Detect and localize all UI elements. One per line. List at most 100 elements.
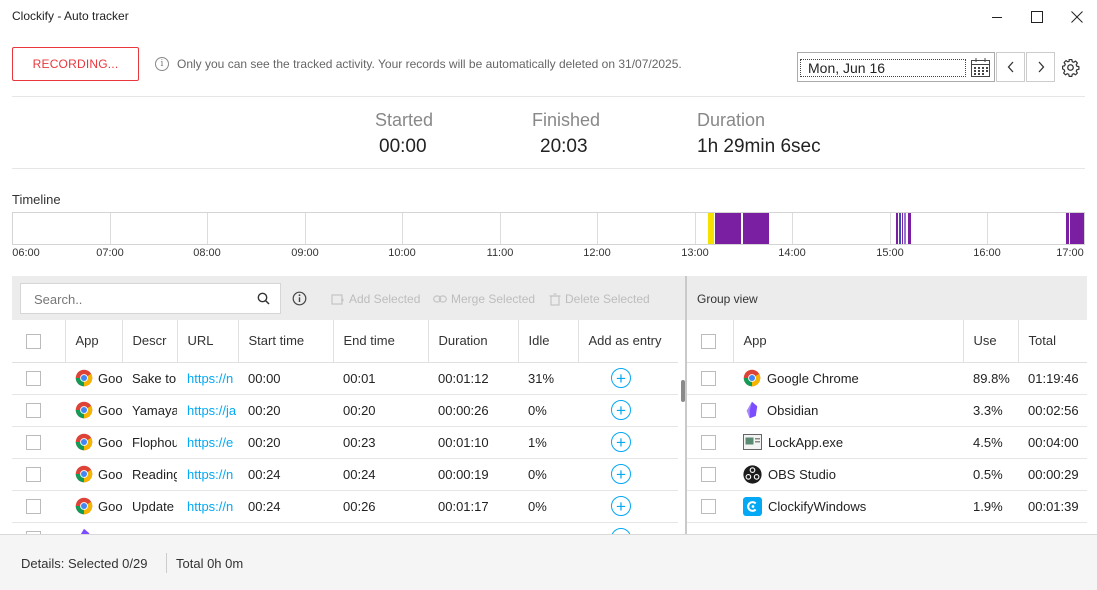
timeline-bar[interactable] xyxy=(12,212,1085,245)
settings-gear-icon[interactable] xyxy=(1061,58,1080,77)
timeline-activity-segment[interactable] xyxy=(1066,213,1069,244)
row-checkbox[interactable] xyxy=(26,499,41,515)
privacy-notice-text: Only you can see the tracked activity. Y… xyxy=(177,57,682,71)
timeline-activity-segment[interactable] xyxy=(908,213,911,244)
timeline-tick: 06:00 xyxy=(12,247,40,259)
timeline-activity-segment[interactable] xyxy=(1070,213,1084,244)
group-row-checkbox[interactable] xyxy=(701,435,716,451)
group-total: 00:02:56 xyxy=(1018,394,1087,427)
group-col-app[interactable]: App xyxy=(733,320,964,363)
group-row[interactable]: OBS Studio 0.5% 00:00:29 xyxy=(687,458,1087,491)
row-checkbox[interactable] xyxy=(26,371,41,387)
group-col-total[interactable]: Total xyxy=(1018,320,1087,363)
group-view-table: App Use Total Google Chrome 89.8% 01:19:… xyxy=(687,320,1087,534)
group-row[interactable]: LockApp.exe 4.5% 00:04:00 xyxy=(687,426,1087,459)
col-duration[interactable]: Duration xyxy=(428,320,519,363)
timeline-tick: 07:00 xyxy=(96,247,124,259)
group-row-checkbox[interactable] xyxy=(701,467,716,483)
row-url[interactable]: https://n xyxy=(177,490,238,523)
merge-selected-label: Merge Selected xyxy=(451,292,536,306)
row-checkbox[interactable] xyxy=(26,435,41,451)
group-use: 3.3% xyxy=(963,394,1018,427)
table-row-partial[interactable]: + xyxy=(12,522,678,534)
row-url[interactable]: https://ja xyxy=(177,394,238,427)
add-entry-plus-icon[interactable]: + xyxy=(611,496,631,516)
row-url[interactable]: https://n xyxy=(177,362,238,395)
date-picker[interactable]: Mon, Jun 16 xyxy=(797,52,995,82)
group-row-checkbox[interactable] xyxy=(701,403,716,419)
trash-icon xyxy=(549,292,561,306)
recording-button[interactable]: RECORDING... xyxy=(12,47,139,81)
clockify-icon xyxy=(743,496,762,516)
table-row[interactable]: Goog Yamaya https://ja 00:20 00:20 00:00… xyxy=(12,394,678,427)
timeline-tick: 17:00 xyxy=(1056,247,1084,259)
finished-stat: Finished 20:03 xyxy=(532,110,600,158)
row-checkbox[interactable] xyxy=(26,403,41,419)
obsidian-icon xyxy=(80,528,90,534)
row-end-time: 00:01 xyxy=(333,362,428,395)
group-total: 00:00:29 xyxy=(1018,458,1087,491)
timeline-activity-segment[interactable] xyxy=(899,213,901,244)
search-input[interactable]: Search.. xyxy=(20,283,281,314)
timeline-activity-segment[interactable] xyxy=(708,213,714,244)
col-add-as-entry: Add as entry xyxy=(578,320,678,363)
timeline-activity-segment[interactable] xyxy=(902,213,903,244)
col-app[interactable]: App xyxy=(65,320,123,363)
add-selected-button[interactable]: Add Selected xyxy=(331,292,420,306)
table-row[interactable]: Goog Flophou https://e 00:20 00:23 00:01… xyxy=(12,426,678,459)
row-url[interactable]: https://e xyxy=(177,426,238,459)
calendar-icon[interactable] xyxy=(970,57,991,78)
minimize-button[interactable] xyxy=(977,0,1017,34)
group-row[interactable]: Google Chrome 89.8% 01:19:46 xyxy=(687,362,1087,395)
chrome-icon xyxy=(75,401,93,419)
row-checkbox[interactable] xyxy=(26,467,41,483)
timeline-activity-segment[interactable] xyxy=(743,213,769,244)
date-value[interactable]: Mon, Jun 16 xyxy=(800,59,966,77)
panel-splitter[interactable] xyxy=(685,276,687,534)
group-row[interactable]: Obsidian 3.3% 00:02:56 xyxy=(687,394,1087,427)
timeline-tick: 13:00 xyxy=(681,247,709,259)
group-total: 00:04:00 xyxy=(1018,426,1087,459)
group-row-checkbox[interactable] xyxy=(701,371,716,387)
search-icon[interactable] xyxy=(257,292,270,305)
table-row[interactable]: Goog Update https://n 00:24 00:26 00:01:… xyxy=(12,490,678,523)
add-entry-plus-icon[interactable]: + xyxy=(611,368,631,388)
add-entry-plus-icon[interactable]: + xyxy=(611,464,631,484)
info-icon[interactable] xyxy=(292,291,307,306)
col-description[interactable]: Descr xyxy=(122,320,178,363)
select-all-checkbox[interactable] xyxy=(26,333,41,349)
table-row[interactable]: Goog Reading https://n 00:24 00:24 00:00… xyxy=(12,458,678,491)
timeline-activity-segment[interactable] xyxy=(896,213,898,244)
col-end-time[interactable]: End time xyxy=(333,320,429,363)
link-icon xyxy=(433,295,447,303)
group-col-use[interactable]: Use xyxy=(963,320,1019,363)
row-description: Update xyxy=(122,490,177,523)
row-app: Goog xyxy=(98,370,122,386)
col-start-time[interactable]: Start time xyxy=(238,320,334,363)
close-button[interactable] xyxy=(1057,0,1097,34)
timeline-label: Timeline xyxy=(12,192,61,207)
timeline-activity-segment[interactable] xyxy=(904,213,906,244)
add-entry-plus-icon[interactable]: + xyxy=(611,400,631,420)
divider xyxy=(12,168,1085,169)
add-entry-plus-icon[interactable]: + xyxy=(611,432,631,452)
maximize-button[interactable] xyxy=(1017,0,1057,34)
activity-scrollbar-thumb[interactable] xyxy=(681,380,685,402)
delete-selected-button[interactable]: Delete Selected xyxy=(549,292,650,306)
group-row[interactable]: ClockifyWindows 1.9% 00:01:39 xyxy=(687,490,1087,523)
col-idle[interactable]: Idle xyxy=(518,320,579,363)
row-description: Sake to xyxy=(122,362,177,395)
group-select-all-checkbox[interactable] xyxy=(701,333,716,349)
row-checkbox[interactable] xyxy=(26,531,41,534)
row-url[interactable]: https://n xyxy=(177,458,238,491)
started-stat: Started 00:00 xyxy=(375,110,433,158)
row-duration: 00:00:26 xyxy=(428,394,518,427)
col-url[interactable]: URL xyxy=(177,320,239,363)
merge-selected-button[interactable]: Merge Selected xyxy=(433,292,535,306)
timeline-activity-segment[interactable] xyxy=(715,213,741,244)
table-row[interactable]: Goog Sake to https://n 00:00 00:01 00:01… xyxy=(12,362,678,395)
row-app: Goog xyxy=(98,466,122,482)
group-row-checkbox[interactable] xyxy=(701,499,716,515)
next-day-button[interactable] xyxy=(1026,52,1055,82)
previous-day-button[interactable] xyxy=(996,52,1025,82)
